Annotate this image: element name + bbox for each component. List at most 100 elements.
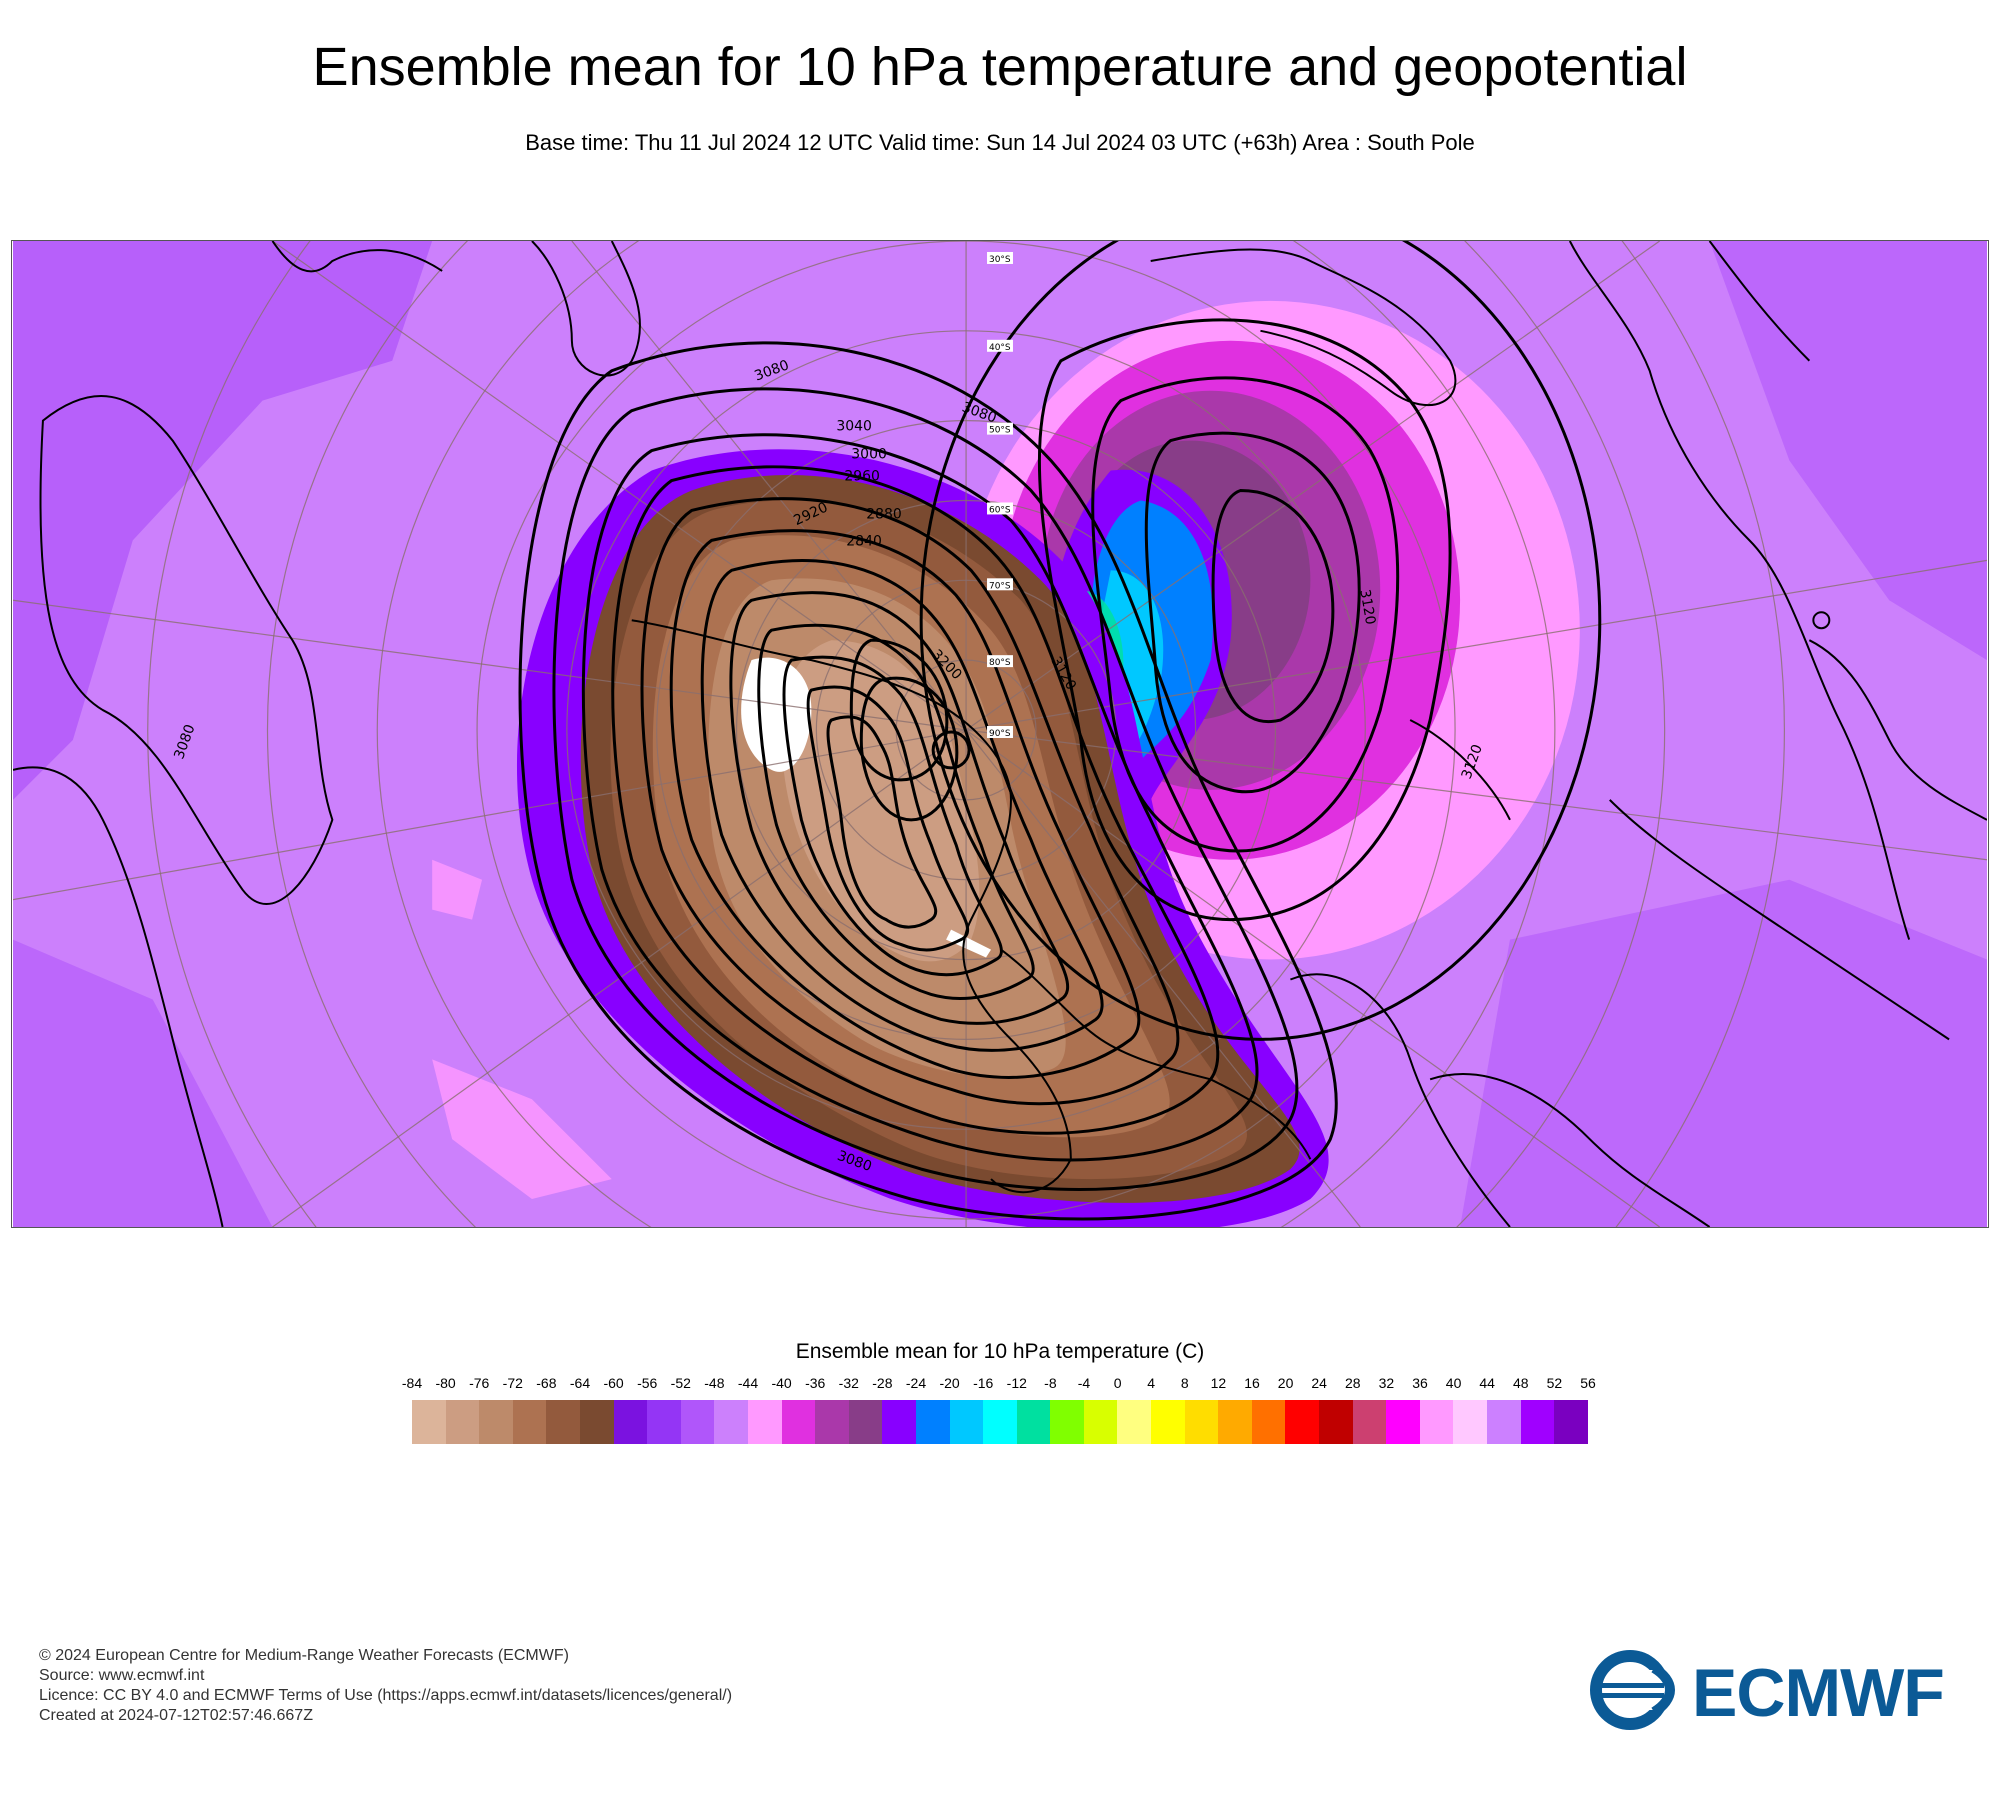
footer-licence: Licence: CC BY 4.0 and ECMWF Terms of Us… — [39, 1687, 733, 1704]
colorbar-segment — [579, 1400, 614, 1444]
colorbar-tick-label: 24 — [1311, 1375, 1327, 1391]
colorbar-tick-label: 8 — [1180, 1375, 1189, 1391]
colorbar-tick-label: -48 — [704, 1375, 725, 1391]
contour-label: 3000 — [851, 447, 887, 463]
colorbar-segment — [1419, 1400, 1454, 1444]
lat-label: 50°S — [989, 426, 1011, 436]
lat-label: 90°S — [989, 729, 1011, 739]
legend-title: Ensemble mean for 10 hPa temperature (C) — [795, 1340, 1205, 1363]
legend-ticks: -84 -80 -76 -72 -68 -64 -60 -56 -52 -48 -44 -40 -36-… — [0, 1375, 2000, 1397]
ecmwf-logo-icon — [1590, 1650, 1690, 1730]
contour-label: 3040 — [836, 419, 872, 435]
geopotential-contours-high — [919, 241, 1602, 1041]
colorbar-tick-label: -8 — [1044, 1375, 1057, 1391]
colorbar-tick-label: -64 — [569, 1375, 591, 1391]
colorbar-tick-label: 52 — [1546, 1375, 1563, 1391]
colorbar-segment — [848, 1400, 883, 1444]
colorbar-segment — [747, 1400, 782, 1444]
temperature-patch-pink — [432, 859, 483, 920]
colorbar-tick-label: -68 — [536, 1375, 557, 1391]
footer-created: Created at 2024-07-12T02:57:46.667Z — [39, 1707, 313, 1724]
colorbar-segment — [1386, 1400, 1420, 1444]
colorbar-tick-label: -52 — [670, 1375, 691, 1391]
colorbar-tick-label: -28 — [872, 1375, 893, 1391]
colorbar-tick-label: -84 — [401, 1375, 423, 1391]
colorbar-tick-label: -40 — [771, 1375, 792, 1391]
polar-vortex-minimum — [946, 929, 992, 958]
chart-subtitle: Base time: Thu 11 Jul 2024 12 UTC Valid … — [525, 130, 1475, 155]
colorbar-tick-label: 36 — [1412, 1375, 1428, 1391]
colorbar-segment — [1352, 1400, 1387, 1444]
colorbar-tick-label: 12 — [1210, 1375, 1227, 1391]
lat-label: 70°S — [989, 581, 1011, 591]
colorbar-segment — [445, 1400, 480, 1444]
colorbar-segment — [1184, 1400, 1219, 1444]
colorbar-tick-label: 16 — [1244, 1375, 1260, 1391]
colorbar-tick-label: -56 — [637, 1375, 658, 1391]
lat-label: 60°S — [989, 505, 1011, 515]
colorbar-segment — [613, 1400, 648, 1444]
colorbar-tick-label: 32 — [1378, 1375, 1395, 1391]
contour-label: 2840 — [846, 533, 882, 549]
footer-source: Source: www.ecmwf.int — [39, 1667, 205, 1684]
colorbar-segment — [412, 1400, 446, 1444]
colorbar-tick-label: -80 — [435, 1375, 456, 1391]
colorbar-segment — [1554, 1400, 1588, 1444]
colorbar-segment — [781, 1400, 816, 1444]
colorbar-segment — [882, 1400, 916, 1444]
colorbar-tick-label: -20 — [939, 1375, 960, 1391]
colorbar-tick-label: -12 — [1006, 1375, 1027, 1391]
colorbar-segment — [1453, 1400, 1487, 1444]
colorbar-segment — [1520, 1400, 1555, 1444]
colorbar-segment — [714, 1400, 748, 1444]
lat-label: 40°S — [989, 343, 1011, 353]
chart-title: Ensemble mean for 10 hPa temperature and… — [312, 37, 1688, 97]
colorbar-tick-label: 56 — [1580, 1375, 1596, 1391]
colorbar-tick-label: -60 — [603, 1375, 624, 1391]
lat-label: 30°S — [989, 255, 1011, 265]
colorbar-segment — [815, 1400, 849, 1444]
colorbar-segment — [647, 1400, 681, 1444]
footer-credits: © 2024 European Centre for Medium-Range … — [39, 1646, 732, 1726]
temperature-patch-violet — [1709, 241, 1987, 661]
colorbar-tick-label: -4 — [1077, 1375, 1091, 1391]
colorbar-segment — [512, 1400, 547, 1444]
latitude-labels: 30°S 40°S 50°S 60°S 70°S 80°S 90°S — [987, 251, 1013, 739]
ecmwf-logo-text: ECMWF — [1692, 1655, 1945, 1731]
colorbar-tick-label: 44 — [1479, 1375, 1495, 1391]
colorbar-tick-label: -72 — [502, 1375, 523, 1391]
colorbar-segment — [1016, 1400, 1051, 1444]
colorbar-tick-label: 40 — [1445, 1375, 1462, 1391]
temperature-patch-violet — [13, 939, 273, 1227]
colorbar-segment — [949, 1400, 984, 1444]
colorbar-segment — [915, 1400, 950, 1444]
geopotential-contours-vortex — [518, 341, 1338, 1221]
colorbar-segment — [546, 1400, 580, 1444]
colorbar-segment — [1218, 1400, 1252, 1444]
colorbar-tick-label: -32 — [838, 1375, 859, 1391]
contour-label: 2960 — [844, 469, 880, 485]
colorbar-segment — [1117, 1400, 1152, 1444]
south-pole-map: 30°S 40°S 50°S 60°S 70°S 80°S 90°S 3080 … — [11, 240, 1989, 1228]
colorbar-segment — [1319, 1400, 1353, 1444]
colorbar-tick-label: 48 — [1513, 1375, 1529, 1391]
colorbar-tick-label: 20 — [1277, 1375, 1294, 1391]
contour-label: 3120 — [1356, 588, 1378, 626]
colorbar-tick-label: -76 — [469, 1375, 490, 1391]
temperature-patch-pink — [432, 1059, 612, 1200]
colorbar-tick-label: -36 — [805, 1375, 826, 1391]
footer-copyright: © 2024 European Centre for Medium-Range … — [39, 1647, 569, 1664]
legend-colorbar — [412, 1400, 1588, 1444]
colorbar-segment — [1285, 1400, 1320, 1444]
colorbar-tick-label: -24 — [905, 1375, 927, 1391]
colorbar-segment — [1083, 1400, 1118, 1444]
colorbar-segment — [1487, 1400, 1521, 1444]
colorbar-segment — [983, 1400, 1017, 1444]
colorbar-segment — [479, 1400, 513, 1444]
colorbar-segment — [1050, 1400, 1084, 1444]
contour-label: 2880 — [866, 506, 902, 522]
ecmwf-logo: ECMWF — [1590, 1650, 1970, 1731]
colorbar-segment — [1151, 1400, 1185, 1444]
colorbar-tick-label: -16 — [973, 1375, 994, 1391]
colorbar-tick-label: 4 — [1147, 1375, 1156, 1391]
